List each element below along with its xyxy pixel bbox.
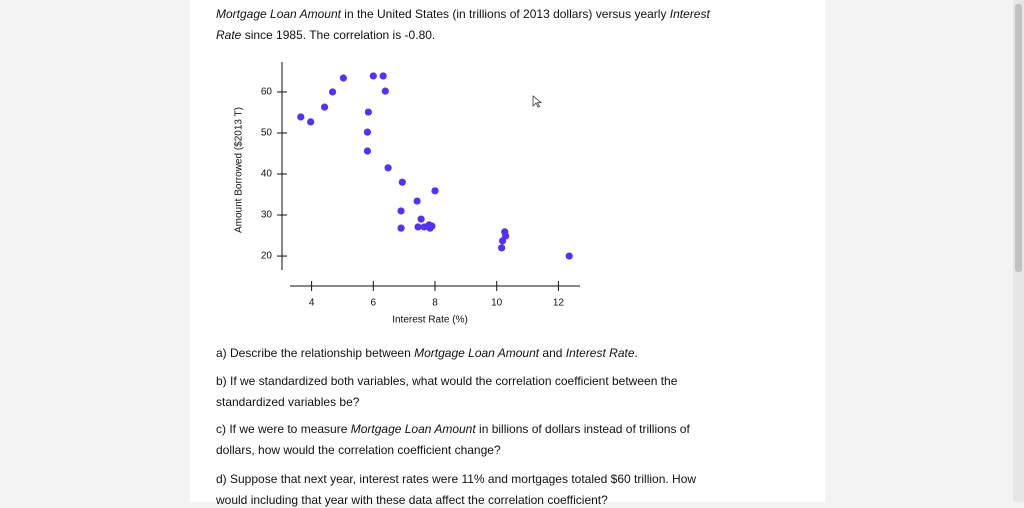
point [379,72,387,80]
point [363,147,372,155]
text: and [539,346,566,360]
text: . [634,346,638,360]
x-tick-label: 8 [432,298,438,309]
question-line: would including that year with these dat… [216,492,608,508]
question-line: c) If we were to measure Mortgage Loan A… [216,421,690,437]
text: Mortgage Loan Amount [216,7,341,21]
point [565,252,573,260]
mouse-cursor [532,95,543,108]
content-panel [190,0,825,502]
intro-line: Rate since 1985. The correlation is -0.8… [216,27,435,43]
chart: Interest Rate (%) Amount Borrowed ($2013… [234,62,580,326]
intro-line: Mortgage Loan Amount in the United State… [216,6,710,22]
x-tick-label: 4 [309,298,315,309]
text: standardized variables be? [216,395,360,409]
text: since 1985. The correlation is -0.80. [241,28,436,42]
point [328,88,337,96]
point [431,187,439,195]
x-tick-label: 12 [553,298,565,309]
y-tick-label: 20 [261,251,273,262]
y-tick-label: 60 [261,87,273,98]
text: in billions of dollars instead of trilli… [475,422,690,436]
x-tick-label: 6 [371,298,377,309]
text: Interest Rate [565,346,635,360]
question-line: d) Suppose that next year, interest rate… [216,471,696,487]
scrollbar-thumb[interactable] [1015,4,1022,272]
point [498,244,506,252]
point [397,224,405,232]
point [498,237,507,245]
question-line: b) If we standardized both variables, wh… [216,373,677,389]
text: Mortgage Loan Amount [350,422,476,436]
text: a) Describe the relationship between [216,346,415,360]
text: Interest [669,7,710,21]
text: Mortgage Loan Amount [414,346,540,360]
y-tick-label: 50 [261,128,273,139]
point [413,197,421,205]
question-line: dollars, how would the correlation coeff… [216,442,501,458]
point [369,72,377,80]
x-axis-label: Interest Rate (%) [392,315,468,326]
point [364,108,372,116]
text: dollars, how would the correlation coeff… [216,443,501,457]
text: d) Suppose that next year, interest rate… [216,472,697,486]
point [339,74,347,82]
text: in the United States (in trillions of 20… [340,7,670,21]
text: Rate [216,28,242,42]
point [398,178,406,186]
point [428,222,436,230]
text: would including that year with these dat… [216,493,608,507]
point [384,164,392,172]
text: c) If we were to measure [216,422,351,436]
text: b) If we standardized both variables, wh… [216,374,678,388]
point [397,207,405,215]
point [297,113,305,121]
point [417,215,425,223]
point [414,223,422,231]
point [363,128,372,136]
question-line: a) Describe the relationship between Mor… [216,345,638,361]
question-line: standardized variables be? [216,394,359,410]
y-axis-label: Amount Borrowed ($2013 T) [234,107,245,233]
y-tick-label: 30 [261,210,273,221]
x-tick-label: 10 [491,298,503,309]
y-tick-label: 40 [261,169,273,180]
point [381,87,389,95]
point [320,103,329,111]
point [307,118,315,126]
